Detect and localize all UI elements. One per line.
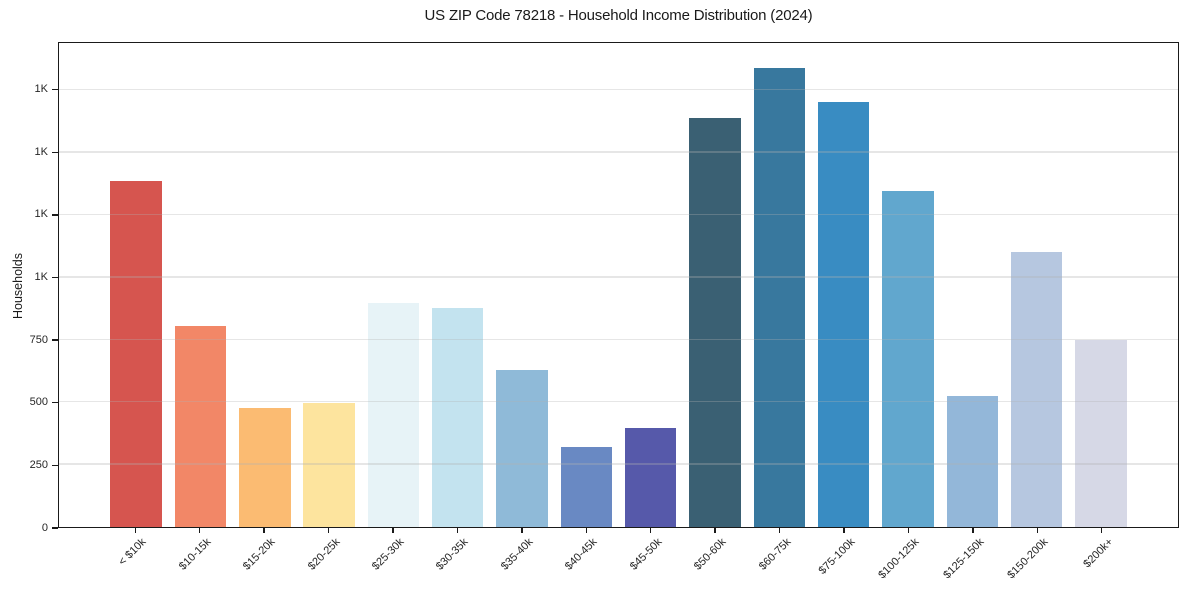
- bars-layer: [59, 43, 1178, 527]
- x-tick-label: < $10k: [116, 536, 149, 569]
- bar-slot: [104, 43, 168, 527]
- x-tick-label: $60-75k: [756, 536, 794, 573]
- y-tick-mark: [52, 88, 58, 91]
- x-tick-mark: [1036, 528, 1039, 533]
- y-tick-label: 500: [29, 396, 48, 409]
- bar-slot: [811, 43, 875, 527]
- x-tick-mark: [585, 528, 587, 533]
- plot-area: [58, 42, 1179, 528]
- bar: [560, 447, 613, 527]
- x-tick-mark: [1101, 528, 1103, 533]
- y-tick-mark: [52, 464, 58, 467]
- bar: [496, 370, 548, 527]
- x-tick-mark: [972, 528, 974, 533]
- bar: [303, 403, 355, 527]
- y-tick-mark: [52, 339, 58, 341]
- bar-slot: [233, 43, 297, 527]
- bar-slot: [490, 43, 554, 527]
- bar-slot: [297, 43, 361, 527]
- bar: [882, 190, 934, 527]
- bar: [1075, 340, 1127, 527]
- bar-slot: [1069, 43, 1133, 527]
- bar: [753, 68, 805, 527]
- x-tick-mark: [392, 528, 394, 533]
- bar-slot: [683, 43, 747, 527]
- x-tick-mark: [521, 528, 523, 533]
- bar: [239, 407, 291, 527]
- bar-slot: [426, 43, 490, 527]
- x-tick-label: $125-150k: [941, 536, 987, 582]
- x-tick-mark: [650, 528, 652, 533]
- x-tick-mark: [907, 528, 910, 533]
- y-tick-label: 1K: [34, 83, 48, 96]
- y-tick-label: 1K: [34, 270, 48, 283]
- x-tick-label: $75-100k: [816, 536, 858, 577]
- x-tick-label: $50-60k: [692, 536, 729, 573]
- bar: [432, 308, 484, 527]
- bar: [689, 117, 741, 527]
- bar: [624, 427, 677, 527]
- y-tick-label: 250: [29, 458, 48, 471]
- x-tick-mark: [778, 528, 781, 533]
- x-tick-mark: [198, 528, 201, 533]
- y-axis-label: Households: [11, 253, 25, 320]
- y-tick-mark: [52, 276, 58, 279]
- y-tick-label: 1K: [34, 145, 48, 158]
- bar-slot: [361, 43, 425, 527]
- bar-slot: [747, 43, 811, 527]
- x-tick-mark: [327, 528, 330, 533]
- chart-title: US ZIP Code 78218 - Household Income Dis…: [424, 7, 813, 24]
- bar-slot: [554, 43, 618, 527]
- x-tick-label: $10-15k: [176, 536, 214, 573]
- x-tick-label: $100-125k: [876, 536, 922, 582]
- bar-slot: [1004, 43, 1068, 527]
- x-tick-label: $30-35k: [434, 536, 471, 573]
- y-tick-mark: [52, 214, 58, 216]
- bar-slot: [168, 43, 232, 527]
- bar: [817, 101, 870, 527]
- x-tick-label: $25-30k: [369, 536, 407, 573]
- bar: [174, 326, 227, 527]
- x-tick-label: $35-40k: [498, 536, 536, 573]
- bar: [367, 303, 420, 527]
- x-tick-mark: [456, 528, 459, 533]
- y-tick-mark: [52, 402, 58, 404]
- x-tick-label: $150-200k: [1005, 536, 1051, 582]
- y-tick-mark: [52, 527, 58, 529]
- x-tick-label: $45-50k: [627, 536, 665, 573]
- bar: [1010, 252, 1063, 527]
- bar: [110, 181, 162, 527]
- x-tick-label: $20-25k: [305, 536, 343, 573]
- bar-slot: [940, 43, 1004, 527]
- y-tick-label: 0: [41, 521, 48, 534]
- y-tick-label: 1K: [34, 208, 48, 221]
- x-tick-mark: [263, 528, 265, 533]
- bar: [946, 395, 998, 527]
- bar-slot: [619, 43, 683, 527]
- y-tick-label: 750: [29, 333, 48, 346]
- x-tick-mark: [714, 528, 716, 533]
- x-tick-label: $40-45k: [563, 536, 600, 573]
- y-tick-mark: [52, 151, 58, 153]
- bar-slot: [876, 43, 940, 527]
- x-tick-label: $15-20k: [240, 536, 278, 573]
- x-tick-mark: [134, 528, 136, 533]
- x-tick-label: $200k+: [1081, 536, 1116, 571]
- x-tick-mark: [843, 528, 845, 533]
